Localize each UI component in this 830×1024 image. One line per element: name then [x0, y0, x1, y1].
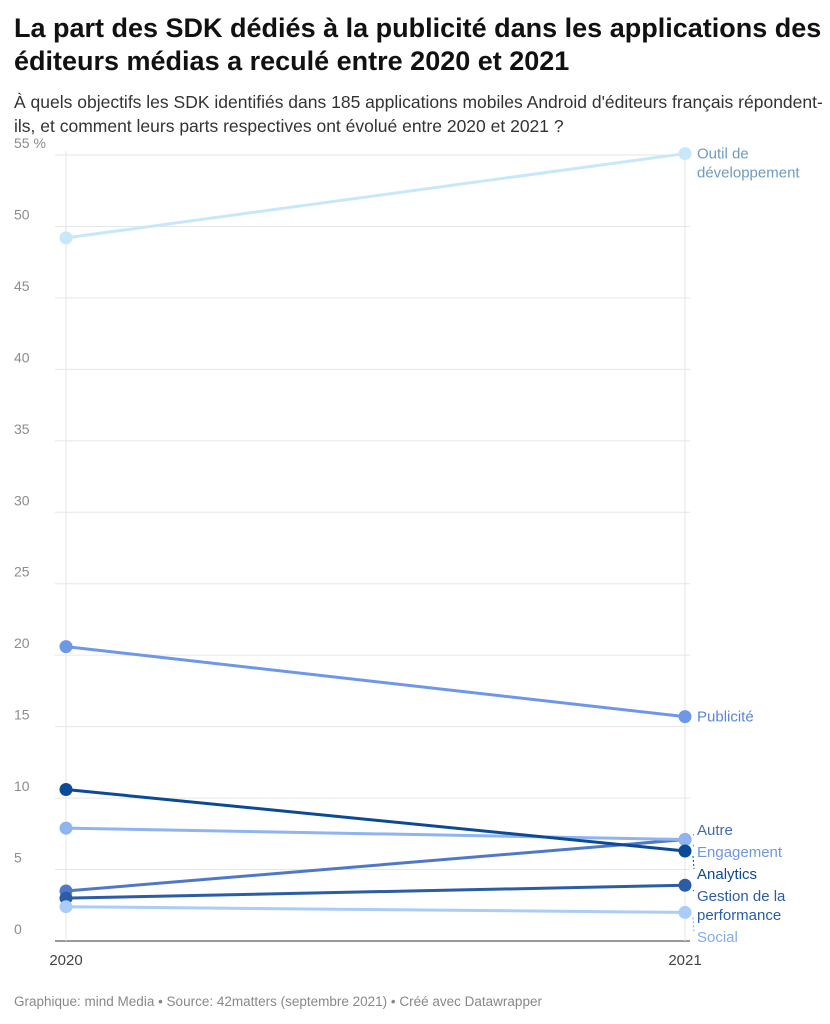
series-label-engagement: Engagement	[697, 844, 783, 861]
chart-title: La part des SDK dédiés à la publicité da…	[14, 13, 822, 76]
series-points	[59, 147, 692, 919]
series-label-outil-de-developpement: Outil de développement	[697, 146, 800, 182]
line-engagement	[64, 826, 687, 842]
chart-subtitle: À quels objectifs les SDK identifiés dan…	[14, 92, 823, 136]
point-gestion-de-la-performance-2021	[678, 878, 692, 892]
y-tick-label: 20	[14, 635, 30, 651]
leader-social	[692, 917, 695, 933]
series-lines	[64, 152, 687, 914]
series-label-gestion-de-la-performance: Gestion de la performance	[697, 888, 786, 924]
leader-analytics	[692, 855, 695, 870]
x-tick-label: 2020	[49, 952, 82, 969]
point-engagement-2020	[59, 821, 73, 835]
y-tick-label: 45	[14, 278, 30, 294]
series-label-analytics: Analytics	[697, 866, 757, 883]
series-labels: Outil de développement Publicité Autre Engag…	[692, 146, 800, 946]
line-analytics	[64, 788, 687, 853]
y-axis-ticks: 0 5 10 15 20 25 30 35 40 45 50 55 %	[14, 135, 46, 937]
y-tick-label: 30	[14, 492, 30, 508]
y-tick-label: 50	[14, 206, 30, 222]
y-tick-label: 55 %	[14, 135, 46, 151]
line-gestion-de-la-performance	[64, 883, 687, 900]
point-social-2020	[59, 900, 73, 914]
series-label-autre: Autre	[697, 822, 733, 839]
point-analytics-2020	[59, 783, 73, 797]
series-label-publicite: Publicité	[697, 709, 754, 726]
y-tick-label: 40	[14, 349, 30, 365]
series-label-line: Engagement	[697, 844, 783, 861]
y-tick-label: 0	[14, 921, 22, 937]
line-publicite	[64, 645, 687, 719]
leader-engagement	[692, 844, 695, 848]
leader-gestion-de-la-performance	[692, 889, 695, 892]
series-label-line: Outil de	[697, 146, 749, 163]
series-label-line: Autre	[697, 822, 733, 839]
series-label-line: Publicité	[697, 709, 754, 726]
x-axis: 2020 2021	[49, 952, 701, 969]
y-tick-label: 35	[14, 421, 30, 437]
line-social	[64, 905, 687, 914]
y-tick-label: 25	[14, 564, 30, 580]
line-autre	[64, 838, 687, 893]
y-tick-label: 10	[14, 778, 30, 794]
series-label-line: Social	[697, 929, 738, 946]
series-label-line: Analytics	[697, 866, 757, 883]
x-tick-label: 2021	[668, 952, 701, 969]
point-publicite-2020	[59, 640, 73, 654]
point-engagement-2021	[678, 833, 692, 847]
y-tick-label: 15	[14, 707, 30, 723]
point-analytics-2021	[678, 844, 692, 858]
series-label-social: Social	[697, 929, 738, 946]
chart-footer: Graphique: mind Media • Source: 42matter…	[14, 994, 542, 1009]
series-label-line: Gestion de la	[697, 888, 786, 905]
point-publicite-2021	[678, 710, 692, 724]
slope-chart: 0 5 10 15 20 25 30 35 40 45 50 55 % 2020 2021 Outil …	[14, 135, 800, 969]
point-outil-de-developpement-2021	[678, 147, 692, 161]
series-label-line: performance	[697, 907, 781, 924]
point-outil-de-developpement-2020	[59, 231, 73, 245]
series-label-line: développement	[697, 165, 800, 182]
y-tick-label: 5	[14, 850, 22, 866]
gridlines	[55, 151, 690, 942]
point-social-2021	[678, 905, 692, 919]
line-outil-de-developpement	[64, 152, 687, 240]
